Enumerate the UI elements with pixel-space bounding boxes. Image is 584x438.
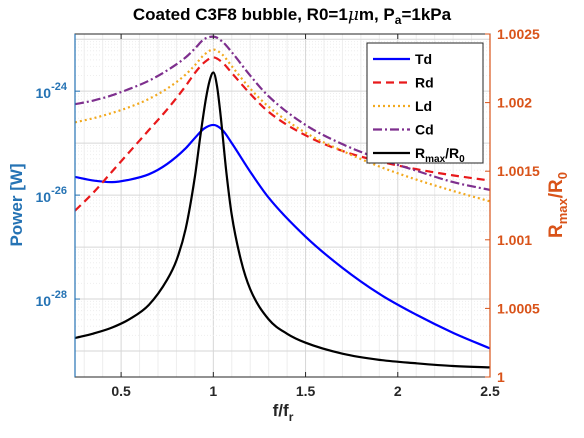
right-y-tick-label: 1.0015 bbox=[497, 163, 540, 179]
legend: Td Rd Ld Cd Rmax/R0 bbox=[366, 42, 484, 165]
right-y-tick-label: 1.0005 bbox=[497, 300, 540, 316]
left-y-tick-label: 10-26 bbox=[36, 185, 67, 205]
x-tick-label: 0.5 bbox=[111, 383, 131, 399]
x-tick-label: 2.5 bbox=[480, 383, 500, 399]
legend-label-rmax: Rmax/R0 bbox=[415, 145, 465, 165]
legend-box bbox=[366, 42, 484, 164]
legend-label-td: Td bbox=[415, 51, 432, 67]
x-tick-label: 1 bbox=[209, 383, 217, 399]
right-y-tick-label: 1.001 bbox=[497, 232, 532, 248]
legend-label-rd: Rd bbox=[415, 75, 434, 91]
legend-label-cd: Cd bbox=[415, 122, 434, 138]
series-line-rmax bbox=[75, 71, 490, 369]
series-line-td bbox=[75, 123, 490, 350]
right-y-tick-label: 1.002 bbox=[497, 95, 532, 111]
x-axis-label: f/fr bbox=[273, 401, 294, 424]
left-y-tick-label: 10-24 bbox=[36, 81, 68, 101]
left-y-axis-label: Power [W] bbox=[7, 163, 26, 246]
legend-label-ld: Ld bbox=[415, 98, 432, 114]
right-y-tick-label: 1 bbox=[497, 369, 505, 385]
x-tick-label: 1.5 bbox=[296, 383, 316, 399]
right-y-axis-label: Rmax/R0 bbox=[546, 172, 570, 238]
left-y-tick-label: 10-28 bbox=[36, 289, 67, 309]
axis-ticks: 0.5 1 1.5 2 2.5 10-28 10-26 10-24 1 1.0005 1.001 1.… bbox=[36, 26, 541, 399]
x-tick-label: 2 bbox=[394, 383, 402, 399]
right-y-tick-label: 1.0025 bbox=[497, 26, 540, 42]
chart-title: Coated C3F8 bubble, R0=1μm, Pa=1kPa bbox=[133, 5, 452, 27]
